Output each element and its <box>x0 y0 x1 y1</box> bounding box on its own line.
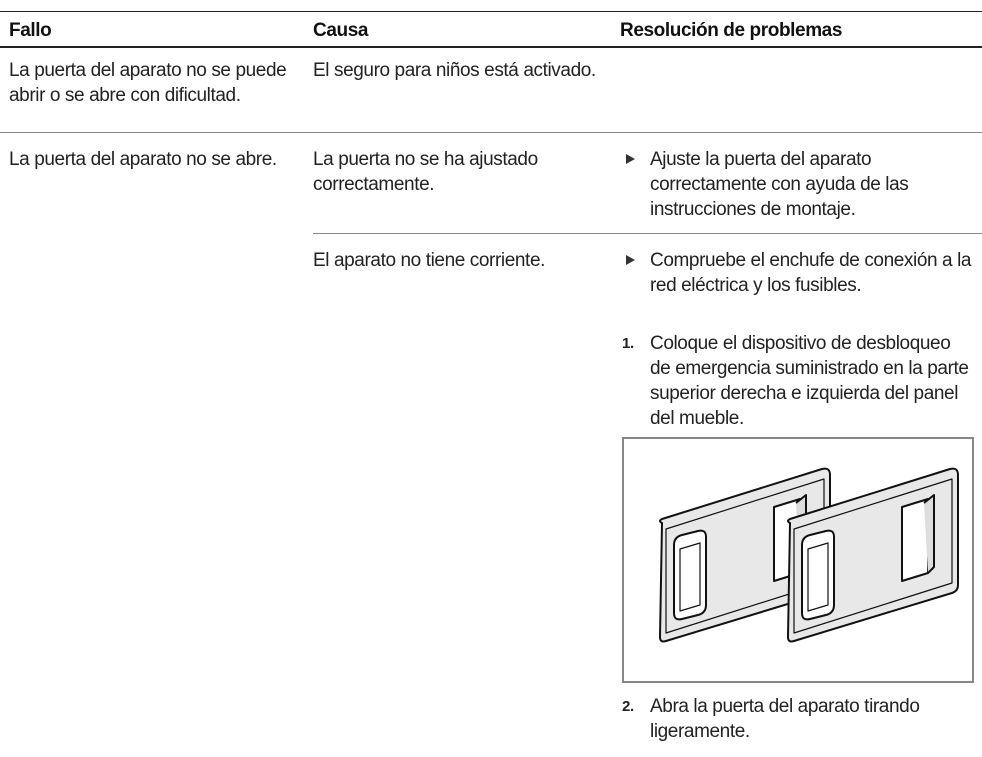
cause: El aparato no tiene corriente. <box>313 250 545 271</box>
header-cell: Resolución de problemas <box>620 20 843 41</box>
cause: La puerta no se ha ajustado correctament… <box>313 149 538 195</box>
bullet <box>626 255 635 265</box>
fault: La puerta del aparato no se abre. <box>9 149 277 170</box>
row-rule <box>0 132 982 133</box>
header-cell: Causa <box>313 20 369 41</box>
step-number: 2. <box>622 698 634 715</box>
remedy: Compruebe el enchufe de conexión a la re… <box>650 250 972 296</box>
cause: El seguro para niños está activado. <box>313 60 596 81</box>
top-rule <box>0 11 982 12</box>
step-text: Abra la puerta del aparato tirando liger… <box>650 696 920 742</box>
bullet <box>626 154 635 164</box>
header-rule <box>0 46 982 48</box>
fault: La puerta del aparato no se puede abrir … <box>9 60 287 106</box>
cause-rule <box>313 233 982 234</box>
step-text: Coloque el dispositivo de desbloqueo de … <box>650 333 969 429</box>
header-cell: Fallo <box>9 20 52 41</box>
illustration <box>622 437 974 683</box>
step-number: 1. <box>622 335 634 352</box>
remedy: Ajuste la puerta del aparato correctamen… <box>650 149 909 220</box>
